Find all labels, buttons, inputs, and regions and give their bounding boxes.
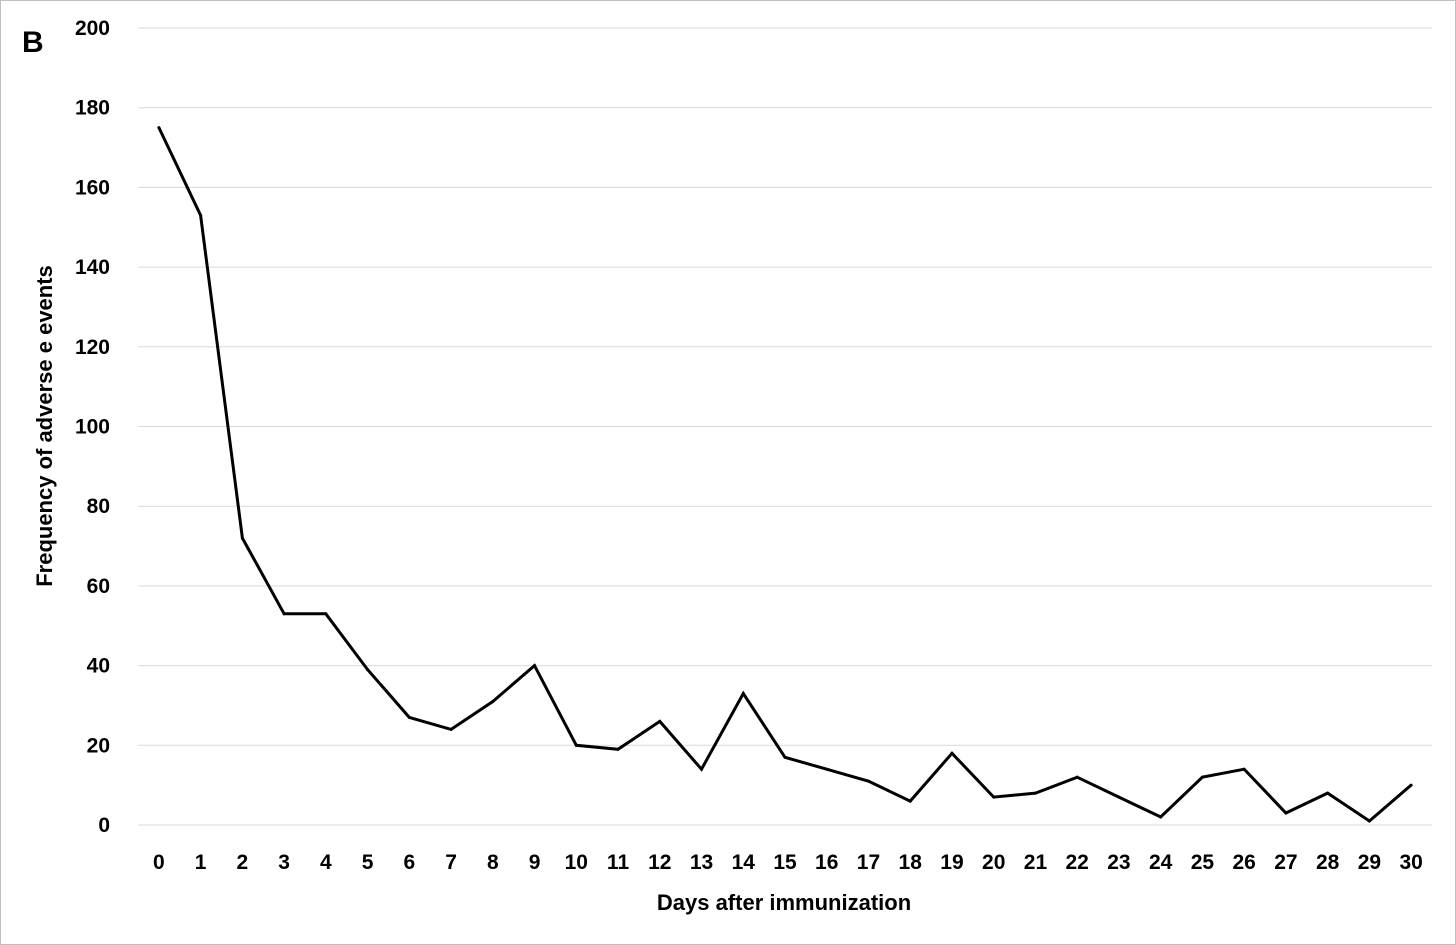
data-point [199,213,203,217]
y-tick-label: 40 [87,655,110,678]
x-tick-label: 7 [445,851,457,874]
series-group [157,126,1413,823]
x-tick-label: 15 [773,851,797,874]
data-point [616,747,620,751]
x-tick-label: 27 [1274,851,1297,874]
x-tick-label: 16 [815,851,838,874]
y-axis-ticks: 0 20 40 60 80 100 120 140 160 180 200 [75,17,110,837]
data-point [950,751,954,755]
gridlines [138,27,1432,826]
y-tick-label: 80 [87,495,110,518]
x-axis-title: Days after immunization [657,890,911,915]
y-tick-label: 200 [75,17,110,40]
data-point [1367,819,1371,823]
data-point [491,699,495,703]
y-tick-label: 20 [87,734,110,757]
data-point [366,668,370,672]
data-point [1075,775,1079,779]
x-tick-label: 22 [1066,851,1089,874]
data-point [1242,767,1246,771]
x-tick-label: 19 [940,851,963,874]
x-tick-label: 24 [1149,851,1173,874]
y-tick-label: 100 [75,416,110,439]
x-tick-label: 1 [195,851,207,874]
x-tick-label: 8 [487,851,499,874]
x-tick-label: 17 [857,851,880,874]
data-point [1409,783,1413,787]
x-tick-label: 4 [320,851,332,874]
data-point [825,767,829,771]
x-tick-label: 13 [690,851,713,874]
data-point [449,727,453,731]
data-point [866,779,870,783]
data-point [1284,811,1288,815]
data-point [282,612,286,616]
x-tick-label: 29 [1358,851,1381,874]
x-tick-label: 11 [607,851,630,874]
x-tick-label: 9 [529,851,541,874]
data-point [783,755,787,759]
data-point [1200,775,1204,779]
data-point [700,767,704,771]
data-point [324,612,328,616]
x-tick-label: 18 [899,851,923,874]
data-point [240,536,244,540]
y-tick-label: 140 [75,256,110,279]
y-tick-label: 160 [75,176,110,199]
panel-label: B [22,26,44,59]
data-point [157,126,161,130]
data-point [407,715,411,719]
x-tick-label: 20 [982,851,1005,874]
data-point [1117,795,1121,799]
data-point [1033,791,1037,795]
data-point [1326,791,1330,795]
x-tick-label: 26 [1232,851,1255,874]
x-tick-label: 30 [1399,851,1422,874]
y-tick-label: 60 [87,575,110,598]
x-tick-label: 5 [362,851,374,874]
data-point [741,691,745,695]
data-point [533,664,537,668]
y-tick-label: 180 [75,97,110,120]
x-tick-label: 12 [648,851,671,874]
x-tick-label: 2 [237,851,249,874]
data-point [1159,815,1163,819]
x-tick-label: 14 [732,851,756,874]
x-tick-label: 23 [1107,851,1130,874]
x-tick-label: 3 [278,851,290,874]
data-point [574,743,578,747]
data-point [658,719,662,723]
data-point [908,799,912,803]
y-axis-title: Frequency of adverse e events [32,265,57,587]
x-tick-label: 28 [1316,851,1340,874]
x-axis-ticks: 0 1 2 3 4 5 6 7 8 9 10 11 12 13 14 15 16 17 18 19 20 21 22 23 24… [153,851,1423,874]
x-tick-label: 0 [153,851,165,874]
x-tick-label: 25 [1191,851,1215,874]
series-line [157,126,1413,823]
y-tick-label: 120 [75,336,110,359]
y-tick-label: 0 [98,814,110,837]
x-tick-label: 21 [1024,851,1048,874]
x-tick-label: 10 [565,851,588,874]
data-point [992,795,996,799]
x-tick-label: 6 [403,851,415,874]
